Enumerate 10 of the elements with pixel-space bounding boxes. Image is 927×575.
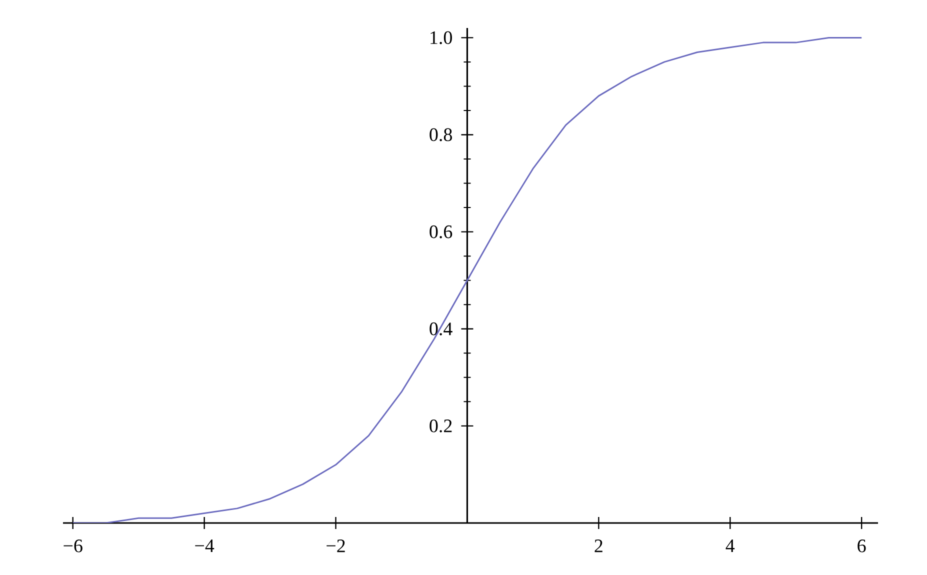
x-tick-label: 4 — [726, 540, 735, 552]
x-tick-label: −2 — [326, 540, 345, 552]
y-tick-label: 0.2 — [430, 419, 452, 432]
y-tick-label: 0.6 — [430, 225, 452, 238]
x-tick-label: −4 — [195, 540, 214, 552]
x-tick-label: 2 — [594, 540, 602, 552]
x-tick-label: 6 — [858, 540, 866, 552]
x-tick-label: −6 — [64, 540, 82, 552]
y-tick-label: 1.0 — [430, 31, 452, 44]
y-tick-label: 0.8 — [430, 128, 452, 142]
